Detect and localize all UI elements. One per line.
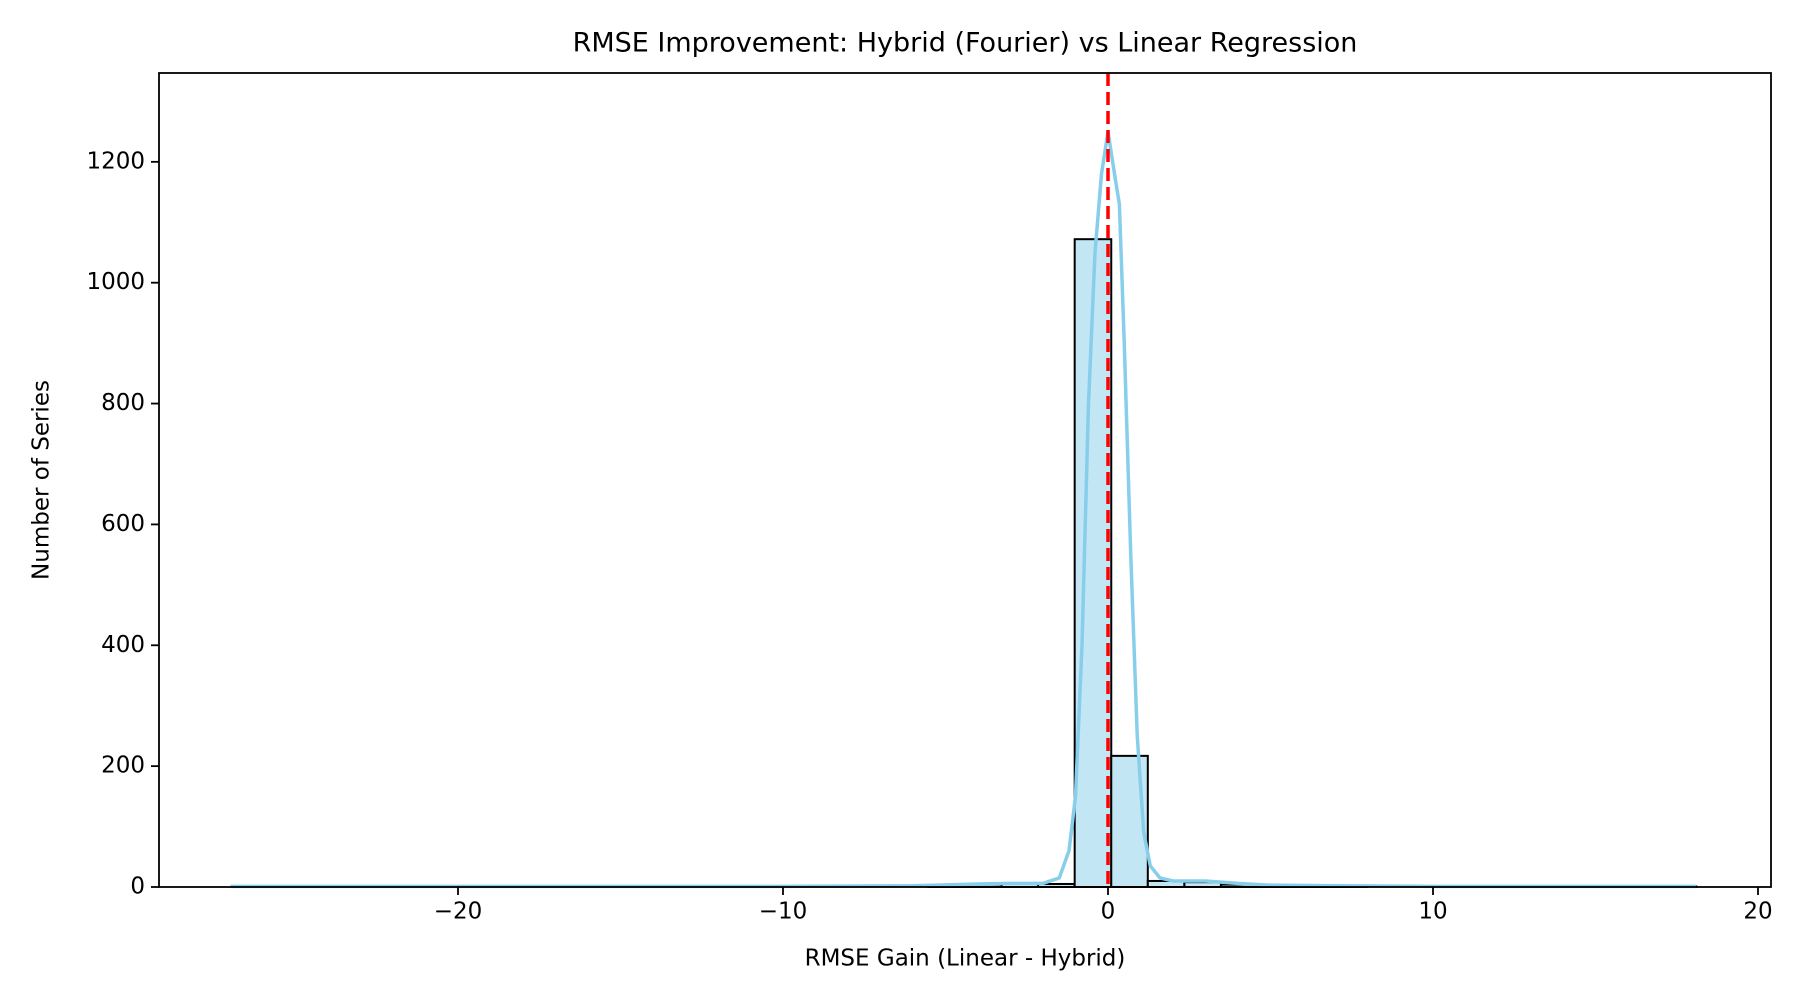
y-tick-label: 200 [101, 753, 145, 779]
x-tick-label: −20 [434, 899, 483, 925]
y-axis-label: Number of Series [29, 380, 55, 580]
y-tick-label: 1000 [86, 269, 145, 295]
histogram-bar [1073, 238, 1113, 888]
kde-line [230, 129, 1697, 889]
x-tick-label: −10 [759, 899, 808, 925]
y-tick-label: 1200 [86, 148, 145, 174]
y-tick-label: 400 [101, 632, 145, 658]
y-tick-label: 0 [130, 874, 145, 900]
x-tick-label: 10 [1418, 899, 1447, 925]
x-tick-label: 0 [1101, 899, 1116, 925]
plot-frame [158, 72, 1772, 888]
y-tick-label: 600 [101, 511, 145, 537]
x-tick-label: 20 [1743, 899, 1772, 925]
chart-title: RMSE Improvement: Hybrid (Fourier) vs Li… [573, 28, 1358, 59]
x-axis-label: RMSE Gain (Linear - Hybrid) [805, 946, 1126, 972]
y-tick-label: 800 [101, 390, 145, 416]
